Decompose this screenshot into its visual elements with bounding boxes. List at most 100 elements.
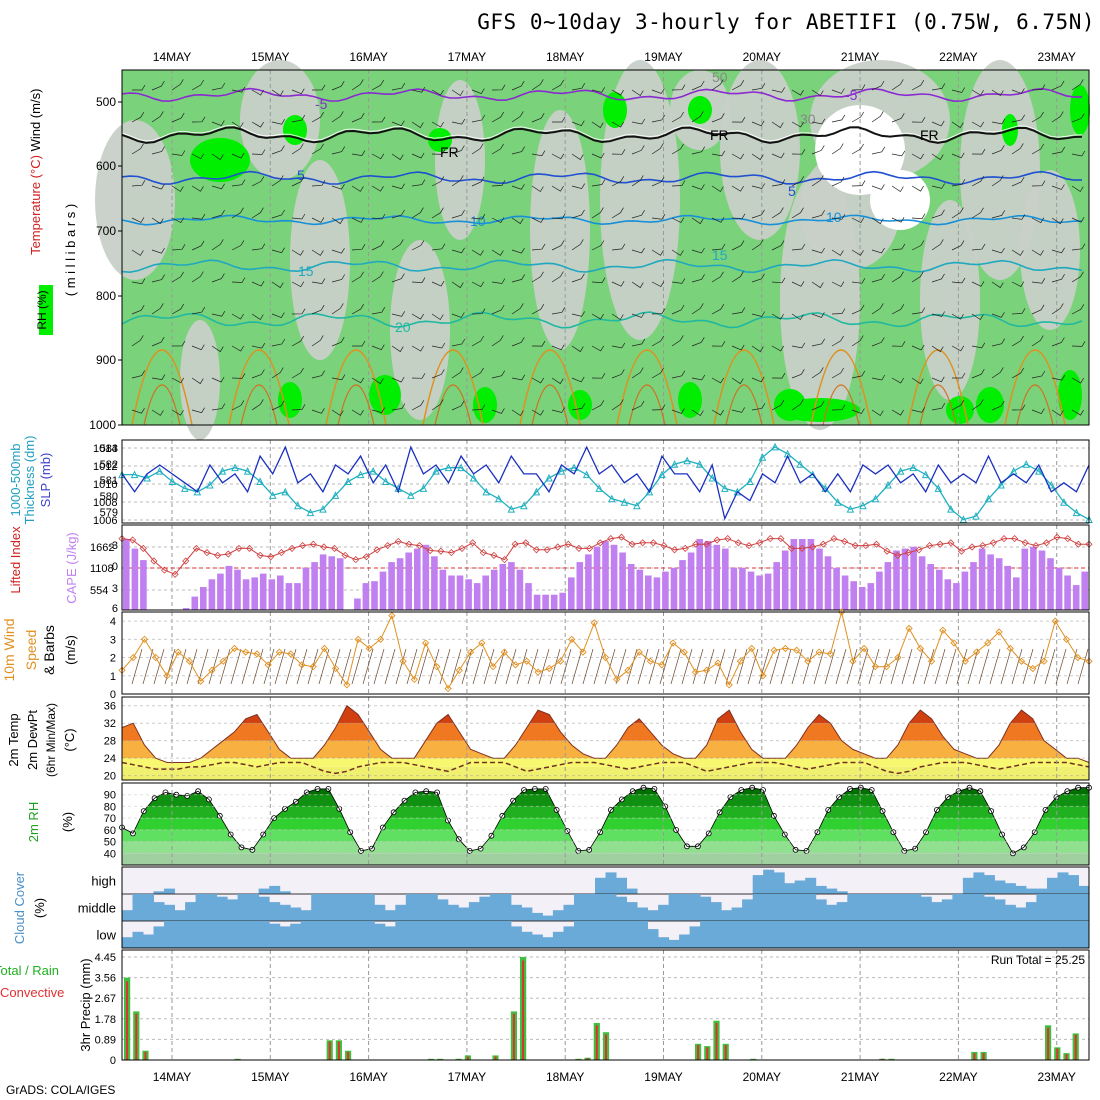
wind-barb [431,149,446,155]
wind-barb [451,118,466,125]
cloud-bar-low [952,921,964,948]
cape-bar [336,558,344,610]
cloud-bar-middle [405,894,417,921]
cape-bar [944,579,952,610]
cape-bar [319,554,327,610]
wind-barb [211,273,225,283]
cloud-bar-middle [595,894,606,921]
wind-barb-10m [791,648,803,685]
wind-barb-10m [296,648,308,685]
slp-tick: 1012 [93,461,117,473]
date-label-top: 21MAY [841,50,879,64]
thickness-tick: 581 [100,475,118,487]
wind-barb [971,121,985,128]
thickness-point [1022,460,1031,468]
wind-barb [631,400,645,411]
cloud-bar-middle [374,904,386,921]
wind-barb [1031,335,1044,347]
wind-barb [851,370,866,379]
wind-barb [1011,114,1026,123]
wind-barb [571,239,584,251]
cloud-bar-middle [658,904,670,921]
wind-barb [531,409,544,416]
cloud-bar-middle [1057,894,1069,921]
wind-barb [711,409,724,416]
wind-speed-point [972,648,981,656]
wind-speed-point [1029,664,1037,673]
wind-barb [411,240,425,251]
cloud-bar-middle [437,899,449,921]
slp-tick: 1006 [93,515,117,527]
wind-barb [551,185,564,192]
wind-barb [671,370,686,379]
wind-barb [991,175,1004,187]
cloud-bar-low [962,921,974,948]
cape-bar [1047,558,1054,610]
wind-speed-point [523,657,531,665]
cloud-bar-high [836,891,848,894]
cape-bar [371,581,378,610]
wind-barb [891,304,905,315]
wind-barb [491,370,506,379]
slp-panel-frame [121,439,1090,524]
cloud-bar-low [574,921,585,948]
wind-barb [551,407,566,413]
cloud-bar-low [1068,921,1079,948]
wind-barb [1071,113,1085,123]
temp-tick: 28 [104,736,116,748]
wind-barb [351,150,366,156]
wind-barb [591,313,604,320]
wind-barb-10m [142,648,154,685]
wind-barb [351,185,364,192]
cape-contour-inner [434,384,472,426]
wind-barb [251,280,265,287]
wind-barb [151,374,166,380]
wind-barb [931,153,944,161]
wind-barb [851,304,865,315]
wind-barb [971,281,985,287]
wind-barb [791,369,805,379]
thickness-point [545,473,553,482]
wind-barb-10m [747,648,759,685]
wind-panel-frame [121,611,1090,695]
cloud-bar-low [353,921,365,948]
wind-speed-point [793,646,801,654]
wind-speed-point [950,639,958,647]
precip-tick: 3.56 [95,973,116,985]
wind-barb [811,118,826,125]
rh-saturated-region [278,382,302,418]
li-point [160,566,169,574]
cloud-level-label: middle [78,901,116,916]
cloud-bar-middle [941,899,953,921]
wind-barb-10m [472,648,484,685]
cloud-bar-middle [290,907,302,921]
wind-barb [791,149,806,155]
wind-barb [811,210,825,219]
cloud-bar-middle [195,894,207,921]
date-label-bottom: 21MAY [841,1070,879,1084]
wind-barb [611,313,624,320]
temp-outline [121,704,1090,780]
wind-barb [331,81,345,91]
cape-bar [739,567,746,610]
cloud-bar-low [321,921,333,948]
cloud-bar-middle [647,910,659,921]
wind-barb [571,120,585,127]
wind-barb [171,303,185,315]
cloud-bar-middle [185,902,197,921]
wind-barb [1011,404,1026,411]
wind-barb [651,308,666,315]
wind-barb [571,311,586,317]
cloud-bar-low [174,921,186,948]
wind-barb [451,175,464,187]
rh-light-region [95,120,175,280]
cloud-bar-middle [279,904,291,921]
cape-bar [217,573,224,610]
wind-barb [171,340,186,347]
li-point [745,542,753,550]
li-point [1042,539,1051,547]
wind-barb [671,111,685,123]
cloud-unit-label: (%) [32,898,47,918]
temperature-contour [121,214,1083,226]
wind-barb [211,345,224,353]
